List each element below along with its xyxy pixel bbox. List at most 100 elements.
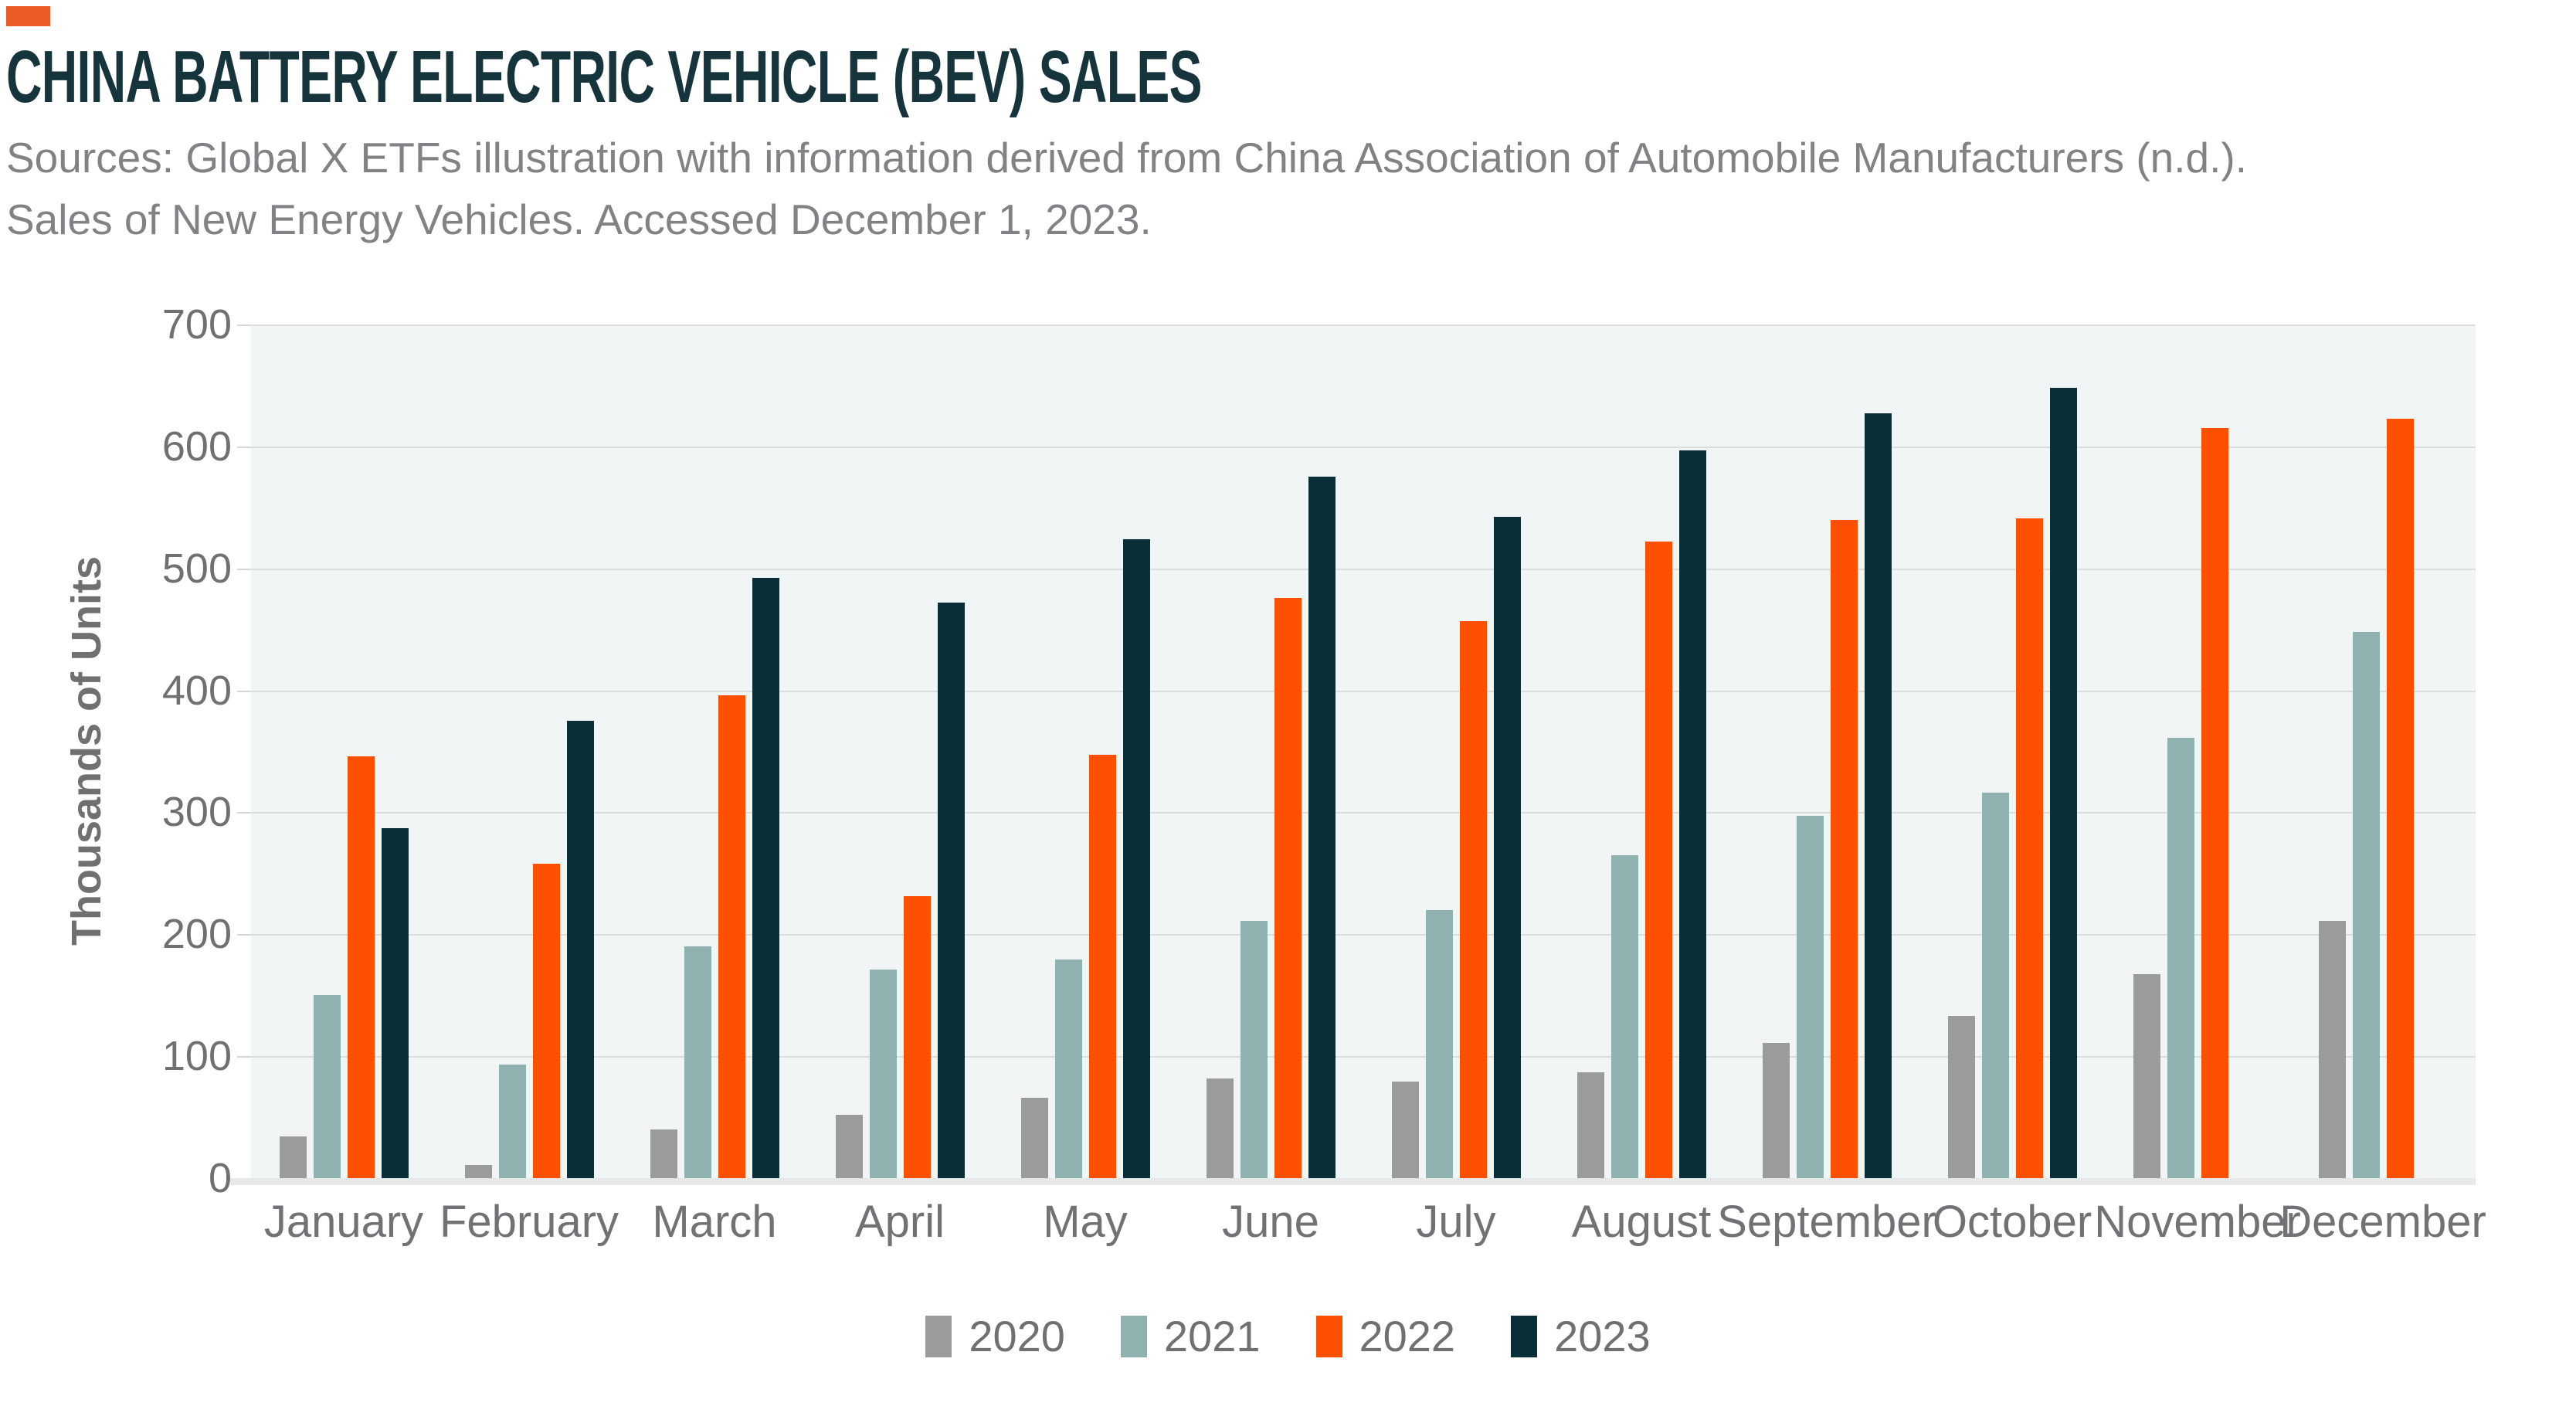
bar-2022-january (347, 756, 375, 1178)
bar-2020-april (835, 1114, 863, 1178)
y-tickmark-400 (237, 690, 251, 692)
gridline-600 (251, 446, 2476, 448)
y-tickmark-100 (237, 1056, 251, 1058)
bar-2023-january (381, 827, 409, 1178)
legend-item-2023: 2023 (1511, 1315, 1651, 1358)
bar-2020-december (2318, 920, 2346, 1178)
bar-2023-september (1864, 413, 1892, 1178)
y-tick-100: 100 (161, 1033, 232, 1080)
bar-2022-july (1459, 620, 1487, 1178)
page-title-text: CHINA BATTERY ELECTRIC VEHICLE (BEV) SAL… (6, 36, 1202, 118)
bar-2021-march (684, 946, 711, 1178)
legend-swatch-2021 (1120, 1316, 1147, 1357)
bar-2022-august (1644, 542, 1672, 1178)
bar-2022-june (1274, 597, 1302, 1178)
bar-2020-july (1391, 1082, 1419, 1178)
y-tickmark-600 (237, 446, 251, 448)
bar-group-october (1919, 324, 2105, 1178)
bar-2020-october (1947, 1016, 1975, 1178)
gridline-200 (251, 934, 2476, 936)
legend-item-2020: 2020 (925, 1315, 1065, 1358)
bar-group-march (622, 324, 807, 1178)
y-axis-tick-labels: 0 100 200 300 400 500 600 700 (0, 303, 232, 1200)
bar-group-august (1549, 324, 1734, 1178)
x-tick-march: March (652, 1197, 777, 1247)
bar-2023-october (2049, 388, 2077, 1178)
plot-area (230, 324, 2476, 1185)
legend-swatch-2023 (1511, 1316, 1538, 1357)
bar-2023-march (752, 578, 779, 1178)
x-tick-november: November (2094, 1197, 2301, 1247)
bar-2020-january (279, 1136, 307, 1178)
bar-2022-november (2201, 428, 2228, 1178)
x-tick-december: December (2279, 1197, 2486, 1247)
bar-2021-december (2352, 631, 2380, 1178)
bar-2020-may (1020, 1097, 1048, 1178)
bar-2023-april (937, 602, 965, 1178)
gridline-100 (251, 1056, 2476, 1058)
x-tick-september: September (1717, 1197, 1936, 1247)
bar-2022-september (1830, 519, 1858, 1178)
legend-item-2022: 2022 (1315, 1312, 1456, 1360)
bar-group-december (2290, 324, 2476, 1178)
y-tick-300: 300 (161, 789, 232, 836)
bar-2021-february (498, 1065, 526, 1178)
bar-2022-march (718, 695, 745, 1178)
bar-2021-november (2167, 738, 2194, 1178)
legend: 2020 2021 2022 2023 (0, 1315, 2576, 1358)
bar-2020-march (650, 1129, 677, 1178)
gridline-700 (251, 324, 2476, 326)
bar-2020-november (2133, 974, 2160, 1178)
bar-2023-july (1493, 517, 1521, 1178)
bar-2021-january (313, 995, 341, 1178)
gridline-400 (251, 690, 2476, 692)
legend-item-2021: 2021 (1120, 1315, 1261, 1358)
x-tick-february: February (439, 1197, 619, 1247)
y-tick-600: 600 (161, 423, 232, 470)
gridline-300 (251, 812, 2476, 814)
bar-2022-may (1088, 755, 1116, 1178)
bar-2023-august (1678, 450, 1706, 1178)
y-tick-700: 700 (161, 301, 232, 348)
bar-group-april (807, 324, 993, 1178)
sources-note: Sources: Global X ETFs illustration with… (6, 127, 2247, 250)
x-axis-tick-labels: January February March April May June July Augu… (251, 1196, 2486, 1250)
x-tick-may: May (1043, 1197, 1128, 1247)
bar-2021-april (869, 970, 897, 1178)
sources-line-2: Sales of New Energy Vehicles. Accessed D… (6, 195, 1152, 243)
bar-2022-october (2015, 518, 2043, 1178)
bar-2022-february (532, 863, 560, 1178)
legend-label-2022: 2022 (1359, 1312, 1456, 1360)
legend-swatch-2022 (1315, 1316, 1342, 1357)
bar-2023-february (566, 721, 594, 1178)
bar-group-july (1363, 324, 1549, 1178)
x-axis-line (230, 1178, 2476, 1185)
x-tick-august: August (1571, 1197, 1712, 1247)
bar-group-november (2105, 324, 2290, 1178)
bar-group-september (1734, 324, 1919, 1178)
bar-2022-april (903, 896, 931, 1178)
bar-2021-august (1610, 854, 1638, 1178)
y-tickmark-300 (237, 812, 251, 814)
sources-line-1: Sources: Global X ETFs illustration with… (6, 134, 2248, 182)
y-tick-500: 500 (161, 545, 232, 592)
x-tick-july: July (1416, 1197, 1496, 1247)
bar-group-january (251, 324, 436, 1178)
y-tick-0: 0 (208, 1155, 232, 1201)
legend-label-2020: 2020 (969, 1312, 1065, 1360)
x-tick-january: January (263, 1197, 424, 1247)
y-tickmark-700 (237, 324, 251, 326)
bar-group-february (436, 324, 622, 1178)
legend-label-2023: 2023 (1554, 1312, 1651, 1360)
bar-2020-february (464, 1164, 492, 1178)
bar-2023-may (1122, 538, 1150, 1178)
bar-2020-august (1576, 1072, 1604, 1178)
page-title: CHINA BATTERY ELECTRIC VEHICLE (BEV) SAL… (6, 40, 1790, 114)
y-tickmark-200 (237, 934, 251, 936)
bar-2020-september (1762, 1042, 1790, 1178)
bar-group-june (1178, 324, 1363, 1178)
bar-2021-june (1240, 920, 1268, 1178)
bar-group-may (993, 324, 1178, 1178)
x-tick-october: October (1932, 1197, 2092, 1247)
